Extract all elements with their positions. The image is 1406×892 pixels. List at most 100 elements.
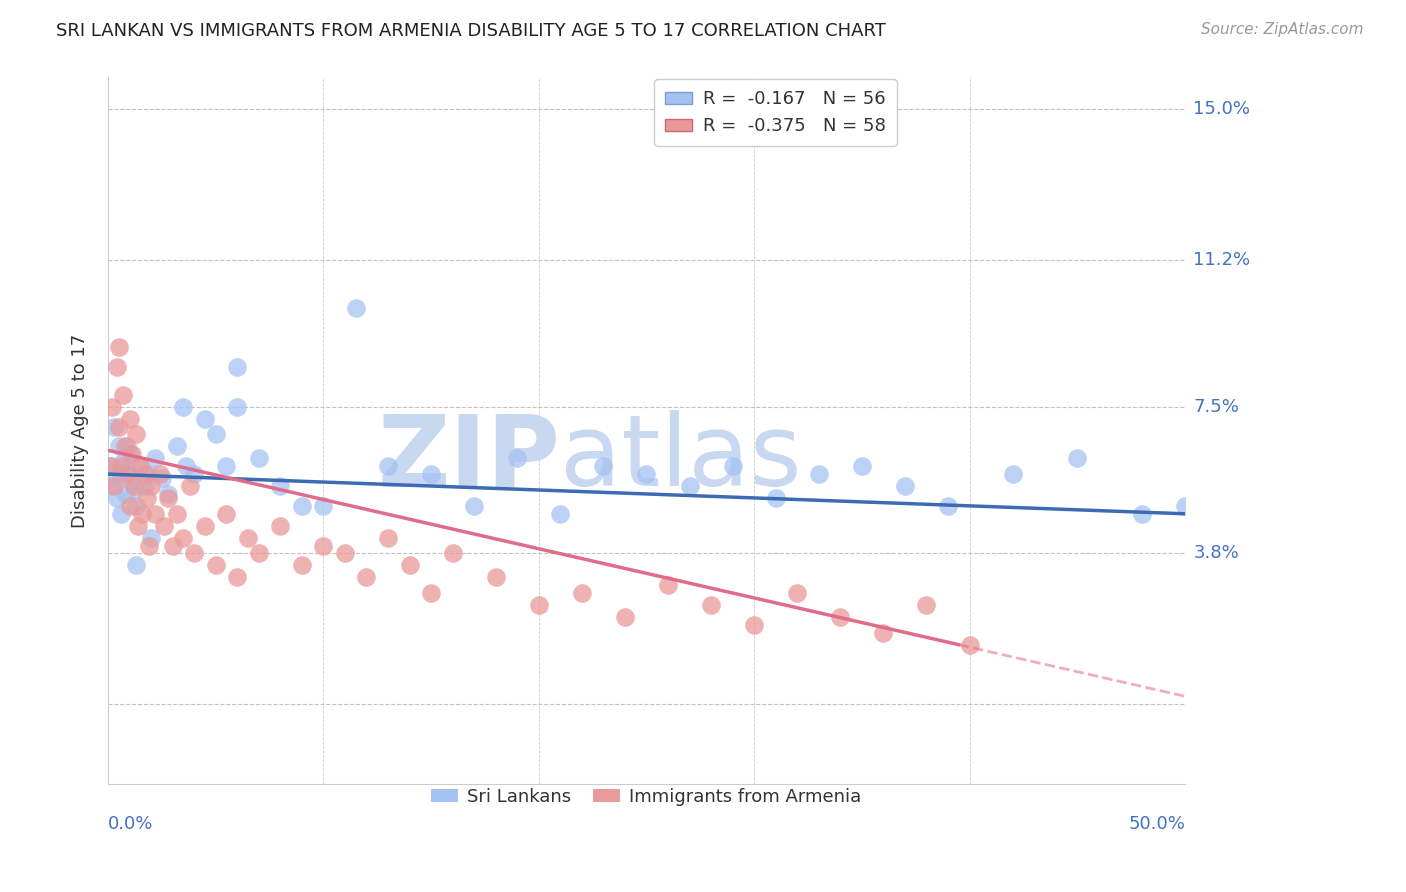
Point	[118, 447, 141, 461]
Point	[830, 610, 852, 624]
Point	[103, 467, 125, 482]
Point	[1130, 507, 1153, 521]
Point	[129, 459, 152, 474]
Point	[344, 301, 367, 315]
Point	[398, 558, 420, 573]
Point	[101, 400, 124, 414]
Point	[139, 531, 162, 545]
Point	[172, 531, 194, 545]
Point	[145, 507, 167, 521]
Point	[959, 638, 981, 652]
Point	[172, 400, 194, 414]
Point	[174, 459, 197, 474]
Point	[121, 475, 143, 489]
Point	[463, 499, 485, 513]
Y-axis label: Disability Age 5 to 17: Disability Age 5 to 17	[72, 334, 89, 527]
Point	[138, 467, 160, 482]
Point	[105, 491, 128, 505]
Point	[157, 487, 180, 501]
Text: ZIP: ZIP	[377, 410, 561, 508]
Point	[138, 539, 160, 553]
Point	[122, 483, 145, 497]
Text: 11.2%: 11.2%	[1194, 251, 1250, 268]
Point	[226, 400, 249, 414]
Point	[194, 411, 217, 425]
Point	[117, 439, 139, 453]
Point	[700, 598, 723, 612]
Point	[247, 546, 270, 560]
Point	[118, 411, 141, 425]
Point	[118, 499, 141, 513]
Point	[420, 586, 443, 600]
Point	[162, 539, 184, 553]
Point	[194, 518, 217, 533]
Point	[872, 625, 894, 640]
Point	[103, 479, 125, 493]
Point	[592, 459, 614, 474]
Point	[145, 451, 167, 466]
Point	[134, 467, 156, 482]
Point	[112, 455, 135, 469]
Point	[114, 439, 136, 453]
Point	[110, 471, 132, 485]
Point	[125, 427, 148, 442]
Point	[112, 388, 135, 402]
Text: 3.8%: 3.8%	[1194, 544, 1239, 563]
Point	[678, 479, 700, 493]
Point	[571, 586, 593, 600]
Point	[131, 507, 153, 521]
Point	[807, 467, 830, 482]
Point	[1001, 467, 1024, 482]
Point	[215, 459, 238, 474]
Point	[125, 499, 148, 513]
Point	[786, 586, 808, 600]
Point	[117, 463, 139, 477]
Point	[134, 479, 156, 493]
Point	[269, 479, 291, 493]
Point	[110, 459, 132, 474]
Text: atlas: atlas	[561, 410, 801, 508]
Point	[550, 507, 572, 521]
Point	[269, 518, 291, 533]
Point	[291, 558, 314, 573]
Point	[127, 518, 149, 533]
Point	[506, 451, 529, 466]
Text: 50.0%: 50.0%	[1128, 815, 1185, 833]
Point	[117, 467, 139, 482]
Point	[149, 467, 172, 482]
Text: 15.0%: 15.0%	[1194, 100, 1250, 118]
Point	[101, 459, 124, 474]
Point	[183, 546, 205, 560]
Point	[377, 531, 399, 545]
Point	[166, 439, 188, 453]
Point	[527, 598, 550, 612]
Point	[107, 419, 129, 434]
Text: 0.0%: 0.0%	[108, 815, 153, 833]
Point	[420, 467, 443, 482]
Point	[157, 491, 180, 505]
Point	[122, 479, 145, 493]
Point	[894, 479, 917, 493]
Point	[105, 359, 128, 374]
Point	[153, 518, 176, 533]
Point	[139, 479, 162, 493]
Point	[166, 507, 188, 521]
Point	[312, 499, 335, 513]
Point	[125, 558, 148, 573]
Point	[1066, 451, 1088, 466]
Point	[333, 546, 356, 560]
Legend: Sri Lankans, Immigrants from Armenia: Sri Lankans, Immigrants from Armenia	[425, 780, 869, 814]
Point	[110, 507, 132, 521]
Point	[291, 499, 314, 513]
Point	[721, 459, 744, 474]
Point	[215, 507, 238, 521]
Point	[129, 459, 152, 474]
Point	[657, 578, 679, 592]
Point	[204, 427, 226, 442]
Text: SRI LANKAN VS IMMIGRANTS FROM ARMENIA DISABILITY AGE 5 TO 17 CORRELATION CHART: SRI LANKAN VS IMMIGRANTS FROM ARMENIA DI…	[56, 22, 886, 40]
Point	[377, 459, 399, 474]
Point	[107, 439, 129, 453]
Point	[936, 499, 959, 513]
Point	[107, 340, 129, 354]
Point	[441, 546, 464, 560]
